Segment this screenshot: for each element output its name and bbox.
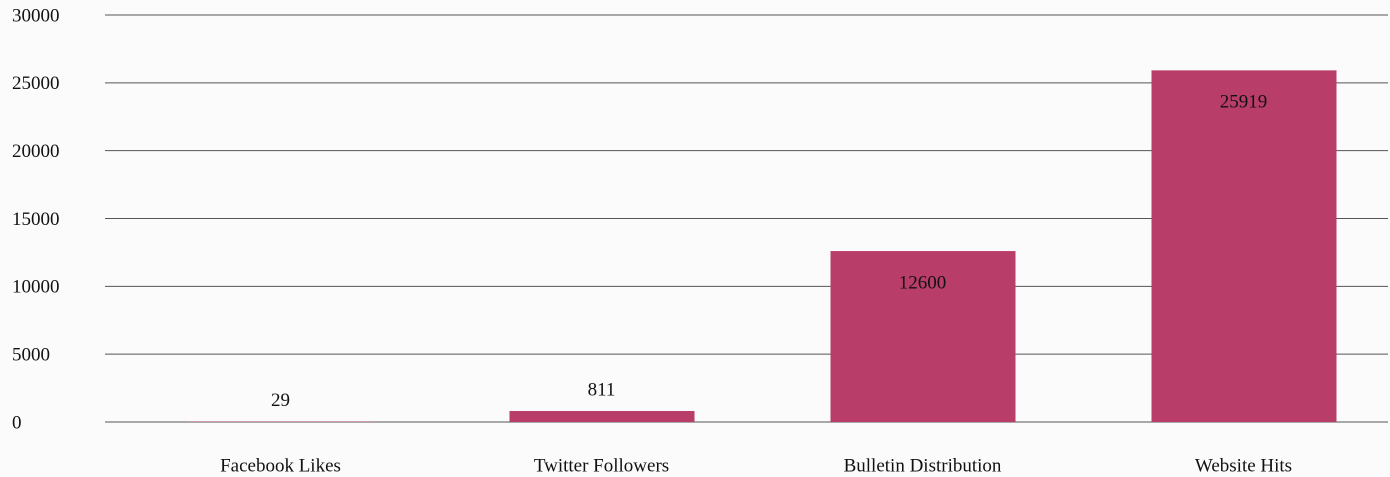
x-tick-label: Bulletin Distribution xyxy=(844,455,1002,476)
bar xyxy=(509,410,695,422)
y-tick-label: 20000 xyxy=(12,141,60,162)
x-tick-label: Facebook Likes xyxy=(220,455,341,476)
y-tick-label: 5000 xyxy=(12,345,50,366)
data-label: 29 xyxy=(271,390,290,411)
data-label: 811 xyxy=(588,379,616,400)
x-tick-label: Website Hits xyxy=(1195,455,1292,476)
data-label: 12600 xyxy=(899,272,947,293)
y-tick-label: 25000 xyxy=(12,73,60,94)
x-tick-label: Twitter Followers xyxy=(534,455,669,476)
y-tick-label: 0 xyxy=(12,412,22,433)
bar xyxy=(830,251,1016,422)
y-tick-label: 10000 xyxy=(12,277,60,298)
data-label: 25919 xyxy=(1220,92,1268,113)
y-tick-label: 30000 xyxy=(12,5,60,26)
bar xyxy=(1151,70,1337,422)
y-tick-label: 15000 xyxy=(12,209,60,230)
